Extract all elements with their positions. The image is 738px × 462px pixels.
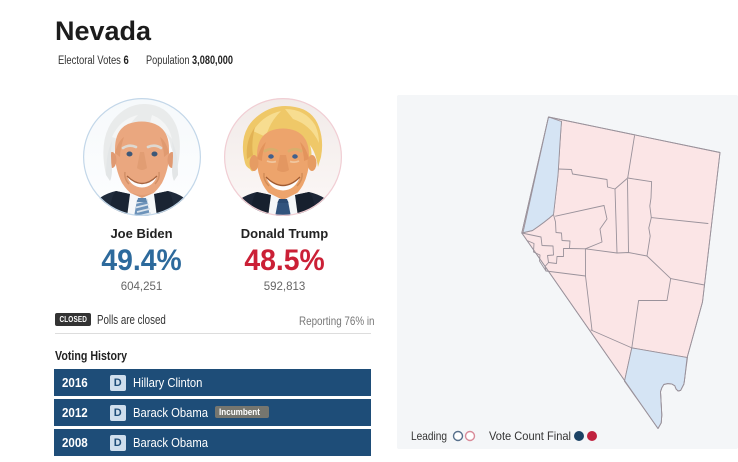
svg-text:Leading: Leading [411, 429, 447, 443]
svg-text:Vote Count Final: Vote Count Final [489, 429, 571, 443]
